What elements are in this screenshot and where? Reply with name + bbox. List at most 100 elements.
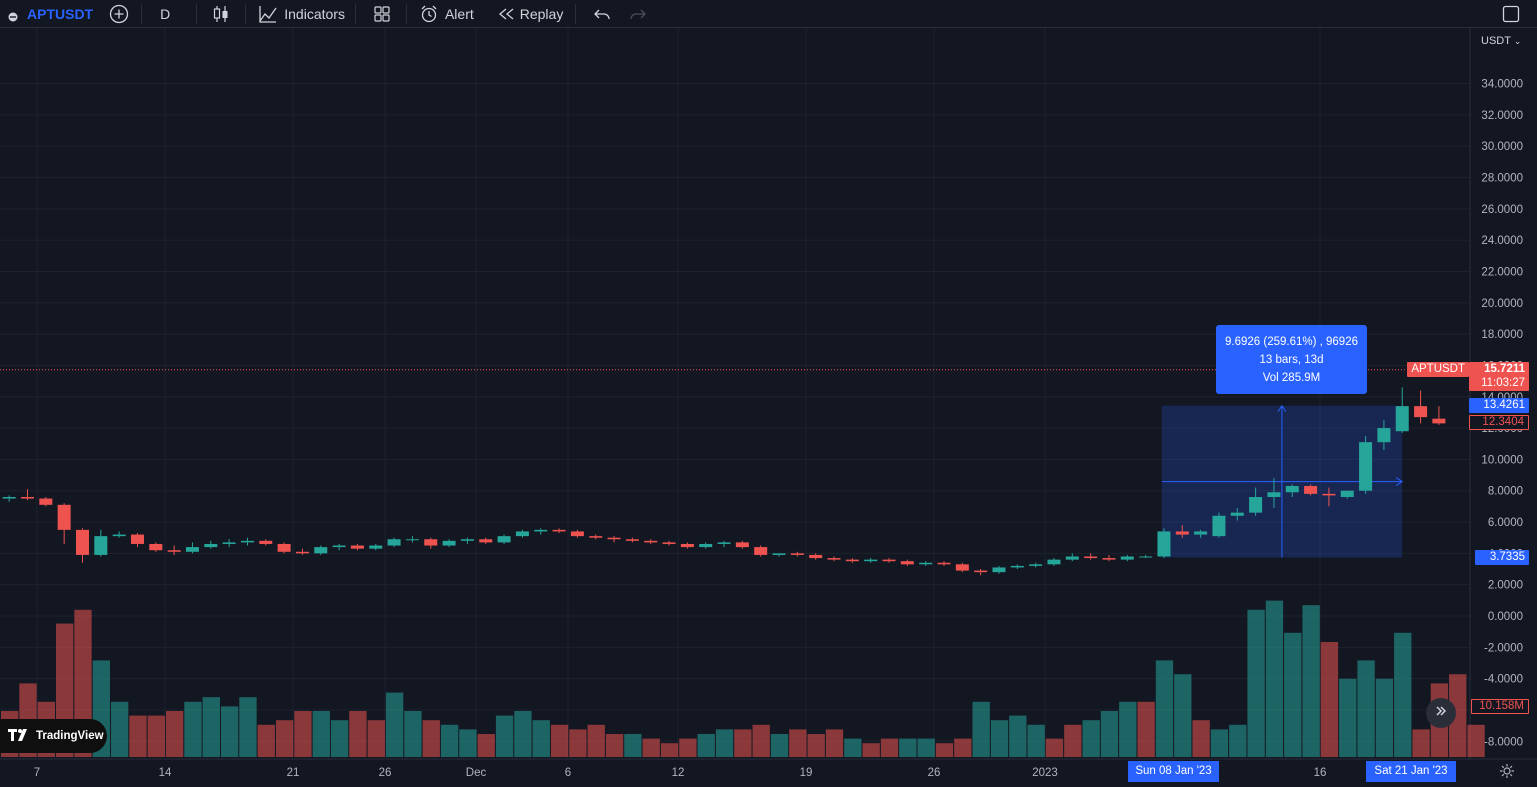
- currency-selector[interactable]: USDT ⌄: [1481, 35, 1521, 47]
- volume-bar: [770, 734, 789, 757]
- volume-bar: [165, 711, 184, 757]
- volume-bar: [349, 711, 367, 757]
- candle-body: [1157, 531, 1171, 557]
- volume-bar: [679, 738, 697, 757]
- indicators-button[interactable]: Indicators: [258, 0, 345, 27]
- volume-bar: [330, 720, 349, 757]
- time-tick-label: 2023: [1032, 767, 1058, 779]
- candle-body: [295, 551, 309, 554]
- replay-label: Replay: [519, 5, 564, 22]
- candle-body: [1267, 492, 1281, 497]
- volume-bar: [1192, 720, 1210, 757]
- alarm-clock-icon: [419, 4, 439, 24]
- candle-body: [1359, 442, 1373, 491]
- alert-label: Alert: [444, 5, 474, 22]
- volume-bar: [899, 738, 917, 757]
- time-tick-label: Dec: [466, 767, 487, 779]
- indicators-label: Indicators: [284, 5, 345, 22]
- volume-bar: [1082, 720, 1100, 757]
- candle-body: [1194, 531, 1208, 535]
- redo-button[interactable]: [628, 0, 648, 27]
- volume-bar: [1100, 711, 1119, 757]
- volume-bar: [422, 720, 440, 757]
- volume-bar: [1375, 678, 1394, 757]
- symbol-search-button[interactable]: APTUSDT: [0, 0, 93, 27]
- volume-bar: [1467, 724, 1485, 757]
- volume-bar: [147, 715, 165, 757]
- toolbar-divider: [245, 3, 247, 24]
- alert-button[interactable]: Alert: [419, 0, 474, 27]
- price-tick-label: 0.0000: [1488, 611, 1523, 623]
- candle-body: [497, 536, 511, 543]
- volume-bar: [990, 720, 1009, 757]
- chart-settings-button[interactable]: [1499, 763, 1515, 784]
- volume-bar: [514, 711, 532, 757]
- candle-body: [992, 567, 1006, 573]
- currency-label: USDT: [1481, 35, 1511, 47]
- last-price-value: 15.7211: [1484, 363, 1525, 375]
- measure-low-tag: 3.7335: [1475, 550, 1529, 565]
- price-tick-label: 34.0000: [1481, 79, 1523, 91]
- volume-bar: [1229, 724, 1247, 757]
- candle-body: [369, 545, 383, 549]
- volume-bar: [1284, 632, 1302, 757]
- candle-body: [2, 496, 16, 499]
- fullscreen-button[interactable]: [1501, 0, 1521, 27]
- candle-body: [974, 570, 988, 573]
- tradingview-logo[interactable]: TradingView: [0, 719, 107, 753]
- compare-button[interactable]: [109, 0, 129, 27]
- volume-bar: [569, 729, 587, 757]
- replay-button[interactable]: Replay: [496, 0, 564, 27]
- measure-high-tag: 13.4261: [1469, 398, 1529, 413]
- price-tick-label: 18.0000: [1481, 329, 1523, 341]
- time-tick-label: 16: [1314, 767, 1327, 779]
- volume-bar: [825, 729, 844, 757]
- volume-bar: [459, 729, 477, 757]
- price-tick-label: 2.0000: [1488, 580, 1523, 592]
- redo-icon: [628, 4, 648, 24]
- undo-button[interactable]: [592, 0, 612, 27]
- price-chart[interactable]: 34.0000 32.0000 30.0000 28.0000 26.0000 24.00…: [0, 28, 1537, 787]
- price-tick-label: 20.0000: [1481, 298, 1523, 310]
- volume-tag: 10.158M: [1471, 699, 1529, 714]
- scroll-to-realtime-button[interactable]: [1426, 698, 1456, 728]
- indicators-icon: [258, 4, 278, 24]
- volume-bar: [404, 711, 422, 757]
- candle-body: [680, 543, 694, 548]
- volume-bar: [697, 734, 715, 757]
- measure-volume: Vol 285.9M: [1262, 371, 1321, 384]
- candle-body: [405, 539, 419, 541]
- volume-bar: [1320, 642, 1339, 757]
- volume-bar: [440, 724, 459, 757]
- square-icon: [1501, 4, 1521, 24]
- candle-body: [1065, 556, 1079, 560]
- volume-bar: [202, 697, 220, 757]
- candle-body: [662, 542, 676, 544]
- volume-bar: [715, 729, 734, 757]
- candle-body: [919, 562, 933, 565]
- candle-body: [1322, 493, 1336, 496]
- candle-body: [1395, 406, 1409, 432]
- volume-bar: [1137, 701, 1155, 757]
- chart-type-button[interactable]: [211, 0, 231, 27]
- volume-bar: [385, 692, 404, 757]
- candle-body: [130, 534, 144, 544]
- volume-bar: [550, 724, 569, 757]
- layouts-button[interactable]: [372, 0, 392, 27]
- time-tick-label: 26: [928, 767, 941, 779]
- candle-body: [845, 559, 859, 562]
- candle-body: [1029, 564, 1043, 566]
- candle-body: [1304, 486, 1318, 494]
- candle-body: [882, 559, 896, 562]
- candle-body: [222, 542, 236, 544]
- candle-body: [515, 531, 529, 537]
- volume-bar: [1302, 605, 1320, 757]
- candle-body: [1230, 512, 1244, 516]
- candle-body: [717, 542, 731, 544]
- interval-button[interactable]: D: [160, 0, 170, 27]
- volume-bar: [642, 738, 660, 757]
- volume-bar: [184, 701, 202, 757]
- time-tick-label: 26: [379, 767, 392, 779]
- volume-bar: [1449, 674, 1467, 757]
- candle-body: [75, 529, 89, 555]
